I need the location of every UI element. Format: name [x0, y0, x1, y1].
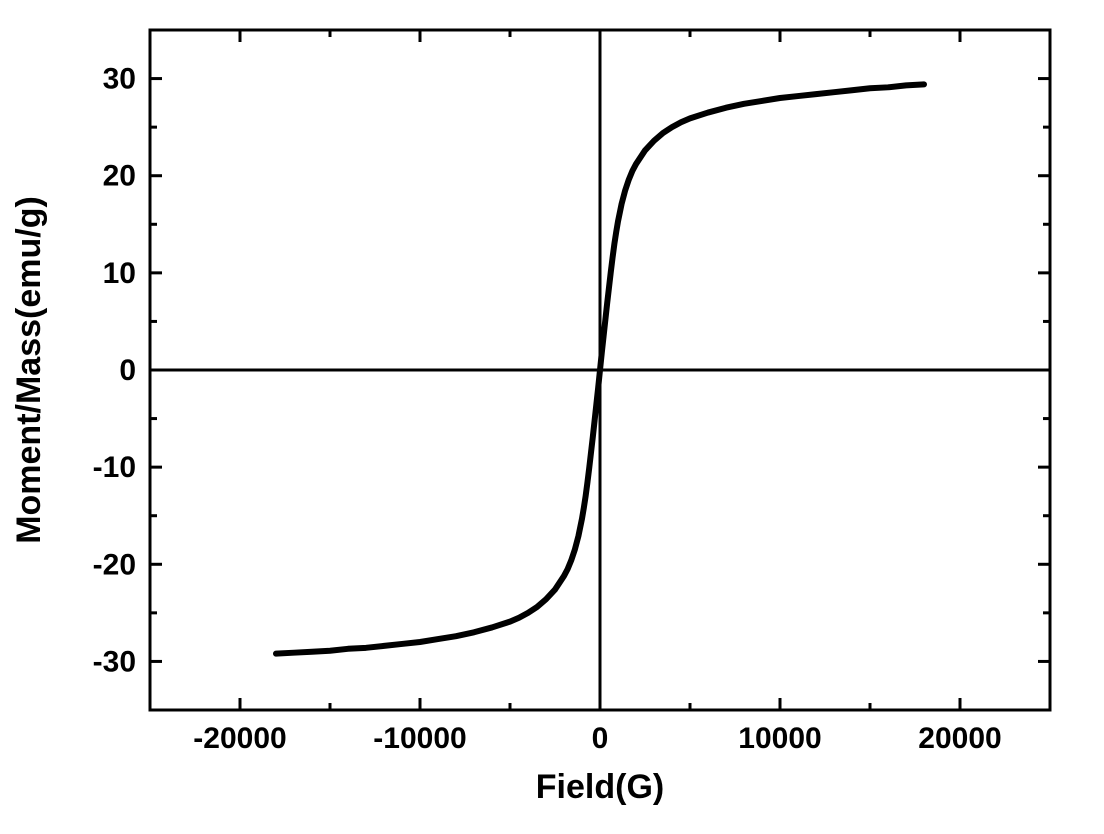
x-tick-label: -10000: [373, 722, 466, 755]
x-tick-label: 10000: [738, 722, 821, 755]
y-axis-label: Moment/Mass(emu/g): [10, 196, 48, 544]
y-tick-label: -10: [93, 451, 136, 484]
y-tick-label: -20: [93, 548, 136, 581]
y-tick-label: 20: [103, 160, 136, 193]
chart-svg: -20000 -10000 0 10000 20000 -30 -20 -10 0 10 20 30 F…: [0, 0, 1104, 834]
x-tick-label: 20000: [918, 722, 1001, 755]
y-tick-label: 0: [119, 354, 136, 387]
y-tick-label: 10: [103, 257, 136, 290]
y-tick-label: -30: [93, 645, 136, 678]
y-tick-label: 30: [103, 63, 136, 96]
hysteresis-chart: -20000 -10000 0 10000 20000 -30 -20 -10 0 10 20 30 F…: [0, 0, 1104, 834]
x-tick-label: 0: [592, 722, 609, 755]
x-axis-label: Field(G): [536, 768, 664, 806]
x-tick-label: -20000: [193, 722, 286, 755]
